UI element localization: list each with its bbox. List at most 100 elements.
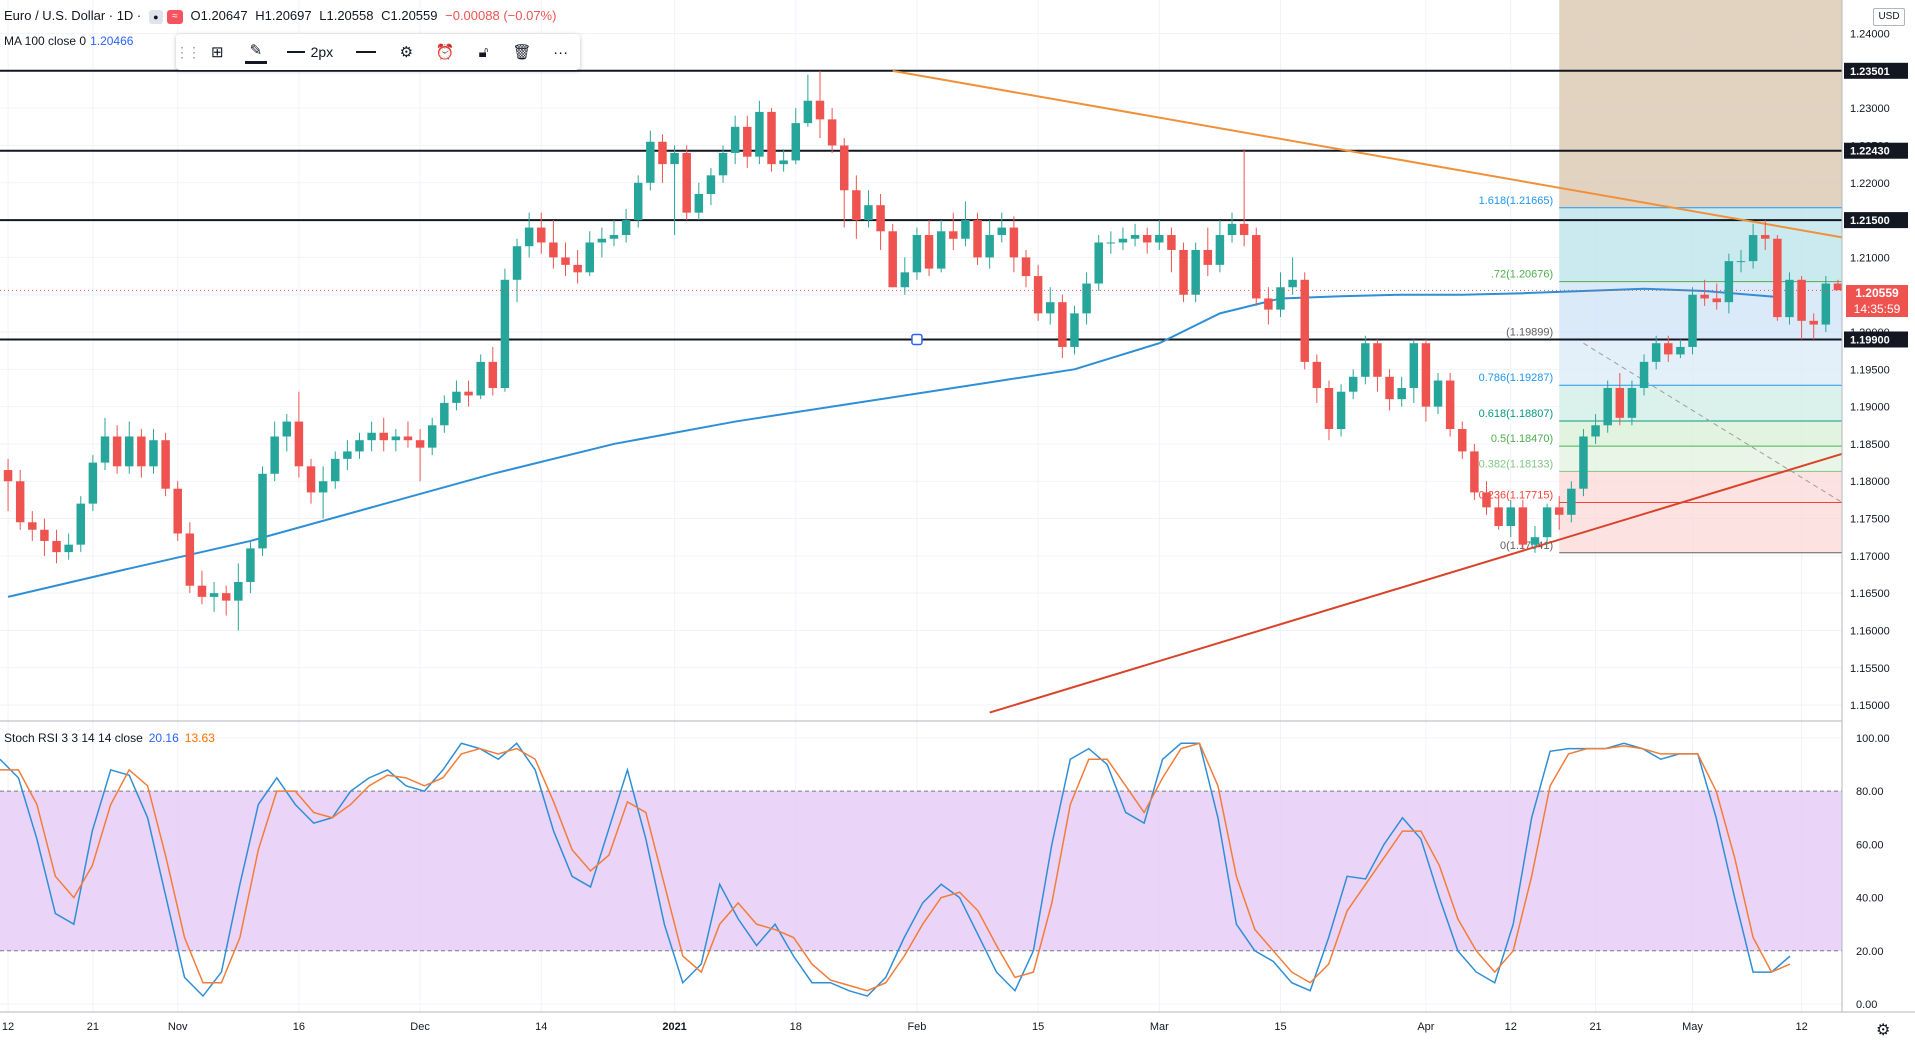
candle-body (1470, 451, 1479, 493)
candle-body (924, 235, 934, 269)
fib-level-label: 0(1.17041) (1500, 540, 1553, 552)
candle-body (561, 257, 570, 265)
price-axis-background (1842, 0, 1915, 1043)
candle-body (1797, 279, 1806, 321)
candle-body (1155, 235, 1164, 243)
candle-body (1579, 436, 1588, 489)
fib-level-label: 0.5(1.18470) (1491, 433, 1553, 445)
candle-body (1736, 261, 1746, 263)
candle-body (755, 111, 764, 157)
countdown-tag: 14:35:59 (1846, 301, 1908, 317)
line-width-button[interactable]: 2px (275, 34, 344, 70)
more-icon[interactable]: ··· (553, 43, 569, 61)
candle-body (1397, 387, 1406, 400)
rsi-tick-label: 80.00 (1856, 786, 1884, 798)
chart-settings-icon[interactable]: ⚙ (1876, 1022, 1891, 1039)
templates-icon[interactable]: ⊞ (211, 44, 224, 61)
time-tick-label: 12 (2, 1021, 14, 1033)
candle-body (464, 391, 473, 396)
time-tick-label: 16 (293, 1021, 305, 1033)
candle-body (1785, 279, 1794, 318)
time-tick-label: 2021 (662, 1021, 686, 1033)
candle-body (1664, 343, 1673, 355)
candle-body (1506, 507, 1515, 527)
candle-body (1033, 276, 1043, 314)
candle-body (961, 220, 970, 239)
fib-zone (1559, 446, 1851, 472)
price-tick-label: 1.19500 (1850, 364, 1890, 376)
candle-body (1409, 343, 1419, 388)
price-tick-label: 1.17000 (1850, 551, 1890, 563)
candle-body (573, 264, 582, 273)
candle-body (1760, 235, 1770, 239)
time-tick-label: 21 (87, 1021, 99, 1033)
candle-body (403, 436, 413, 441)
candle-body (1167, 235, 1176, 250)
fib-zone (1559, 471, 1851, 503)
candle-body (234, 581, 243, 601)
currency-button[interactable]: USD (1873, 8, 1905, 26)
trash-icon[interactable]: 🗑︎ (512, 44, 532, 61)
candle-body (658, 141, 667, 165)
candle-body (1336, 391, 1346, 430)
rsi-tick-label: 20.00 (1856, 946, 1884, 958)
candle-body (1130, 235, 1140, 239)
ma-label: MA 100 close 0 (4, 34, 87, 48)
candle-body (1179, 249, 1188, 295)
candle-body (246, 548, 255, 582)
symbol-title[interactable]: Euro / U.S. Dollar · 1D · (4, 8, 145, 23)
ohlc-change: −0.00088 (−0.07%) (445, 8, 557, 23)
candle-body (52, 540, 61, 553)
candle-body (706, 175, 716, 194)
candle-body (1094, 242, 1103, 284)
ma-legend[interactable]: MA 100 close 0 1.20466 (4, 34, 133, 48)
candle-body (1324, 387, 1334, 430)
lock-icon[interactable]: 🔓︎ (478, 43, 489, 61)
candle-body (331, 458, 340, 482)
candle-body (40, 529, 49, 541)
symbol-header: Euro / U.S. Dollar · 1D · ● ≈ O1.20647 H1… (4, 8, 560, 24)
drag-handle-icon[interactable]: ⋮⋮ (175, 43, 201, 60)
candle-body (1554, 507, 1564, 515)
eye-icon[interactable]: ● (148, 9, 163, 24)
pencil-color-icon[interactable]: ✎ (237, 34, 276, 70)
candle-body (876, 205, 885, 232)
candle-body (949, 231, 958, 239)
candle-body (815, 100, 825, 120)
candle-body (1809, 320, 1818, 325)
candle-body (500, 279, 510, 388)
candle-body (1639, 361, 1649, 388)
rsi-tick-label: 0.00 (1856, 999, 1877, 1011)
ohlc-low: L1.20558 (319, 8, 374, 23)
candle-body (609, 235, 619, 239)
price-tick-label: 1.19000 (1850, 402, 1890, 414)
alert-add-icon[interactable]: ⏰ (435, 44, 455, 61)
fib-zone (1559, 421, 1851, 447)
candle-body (1215, 235, 1225, 265)
ma-value: 1.20466 (90, 34, 134, 48)
candle-body (1227, 223, 1237, 236)
candle-body (1603, 387, 1612, 426)
trendline-dashed (1583, 342, 1851, 508)
level-price-tag-label: 1.19900 (1850, 334, 1890, 346)
candle-body (452, 391, 461, 403)
candle-body (730, 126, 740, 153)
line-style-icon[interactable] (345, 34, 387, 70)
level-price-tag (1844, 212, 1908, 229)
candle-body (440, 402, 449, 426)
candle-body (343, 451, 352, 459)
candle-body (1530, 537, 1540, 545)
wave-icon[interactable]: ≈ (166, 9, 183, 24)
line-width-label: 2px (310, 44, 334, 60)
candle-body (1748, 235, 1758, 262)
candle-body (1821, 283, 1831, 325)
candle-body (864, 205, 873, 221)
settings-gear-icon[interactable]: ⚙ (399, 44, 414, 61)
stoch-rsi-legend[interactable]: Stoch RSI 3 3 14 14 close 20.16 13.63 (4, 731, 215, 745)
candle-body (912, 235, 922, 273)
target-zone (1559, 0, 1851, 208)
candle-body (670, 152, 679, 165)
candle-body (185, 533, 195, 586)
candle-body (597, 238, 607, 243)
